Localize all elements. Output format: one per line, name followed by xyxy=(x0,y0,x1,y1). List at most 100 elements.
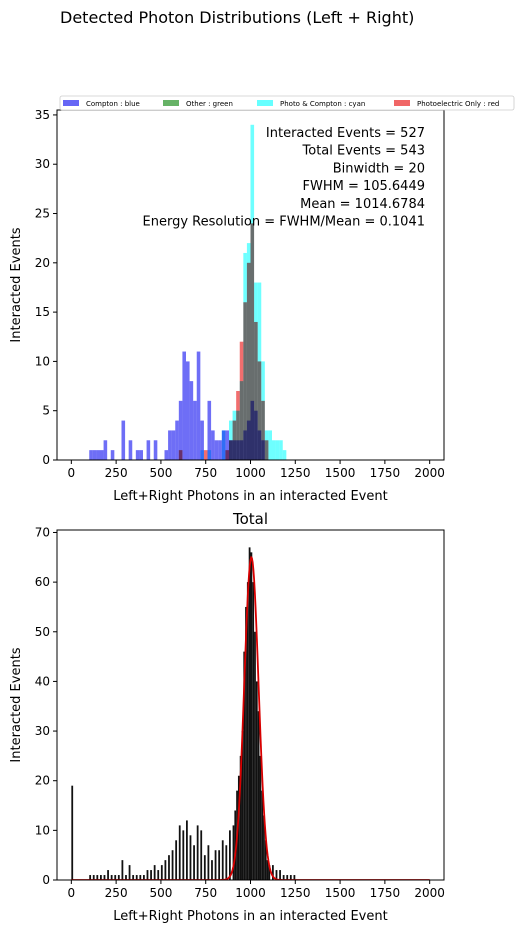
histogram-bar xyxy=(110,875,113,880)
x-tick-label: 750 xyxy=(194,886,217,900)
histogram-bar xyxy=(128,865,131,880)
legend-swatch xyxy=(163,100,179,106)
y-tick-label: 30 xyxy=(35,157,50,171)
histogram-bar xyxy=(241,731,244,880)
histogram-bar xyxy=(203,855,206,880)
histogram-bar xyxy=(200,830,203,880)
x-tick-label: 0 xyxy=(68,466,76,480)
stats-annotation: Energy Resolution = FWHM/Mean = 0.1041 xyxy=(143,215,426,230)
histogram-bar xyxy=(207,450,212,460)
histogram-bar xyxy=(189,381,194,460)
histogram-bar xyxy=(272,440,276,460)
histogram-bar xyxy=(146,440,151,460)
histogram-bar xyxy=(182,351,186,460)
histogram-bar xyxy=(135,875,138,880)
stats-annotation: Mean = 1014.6784 xyxy=(300,197,425,212)
histogram-bar xyxy=(200,450,204,460)
histogram-bar xyxy=(121,420,126,460)
histogram-bar xyxy=(232,420,237,460)
histogram-bar xyxy=(207,400,212,460)
histogram-bar xyxy=(164,450,169,460)
legend-swatch xyxy=(394,100,410,106)
x-axis-label: Left+Right Photons in an interacted Even… xyxy=(113,489,387,504)
histogram-bar xyxy=(257,711,260,880)
x-tick-label: 500 xyxy=(149,886,172,900)
y-tick-label: 60 xyxy=(35,575,50,589)
top-histogram-plot: 0 250 500 750 1000 1250 1500 1750 2000 0 5 10 15 20 25… xyxy=(9,95,515,504)
histogram-bar xyxy=(207,845,210,880)
y-tick-label: 30 xyxy=(35,724,50,738)
histogram-bar xyxy=(279,870,281,880)
histogram-bar xyxy=(211,430,215,460)
histogram-bar xyxy=(239,755,242,880)
histogram-bar xyxy=(286,875,289,880)
histogram-bar xyxy=(143,875,145,880)
histogram-bar xyxy=(193,845,195,880)
histogram-bar xyxy=(254,321,258,460)
x-tick-label: 1250 xyxy=(280,466,311,480)
legend-swatch xyxy=(63,100,79,106)
histogram-bar xyxy=(178,400,183,460)
histogram-bar xyxy=(193,400,197,460)
legend-label: Compton : blue xyxy=(86,100,140,108)
histogram-bar xyxy=(266,860,269,880)
histogram-bar xyxy=(92,450,97,460)
y-tick-label: 0 xyxy=(42,873,50,887)
histogram-bar xyxy=(261,790,264,880)
y-tick-label: 40 xyxy=(35,674,50,688)
y-tick-label: 70 xyxy=(35,525,50,539)
histogram-bar xyxy=(135,450,140,460)
histogram-bar xyxy=(189,835,192,880)
histogram-bar xyxy=(71,785,74,880)
histogram-bar xyxy=(114,875,117,880)
histogram-bar xyxy=(255,681,258,880)
histogram-bar xyxy=(250,223,255,460)
histogram-bar xyxy=(100,875,102,880)
histogram-bar xyxy=(96,450,100,460)
histogram-bar xyxy=(264,440,269,460)
histogram-bar xyxy=(268,865,271,880)
legend-label: Other : green xyxy=(186,100,233,108)
histogram-bar xyxy=(196,825,199,880)
histogram-bar xyxy=(289,875,292,880)
histogram-bar xyxy=(282,450,287,460)
histogram-bar xyxy=(221,840,224,880)
x-tick-label: 1000 xyxy=(235,466,266,480)
stats-annotation: FWHM = 105.6449 xyxy=(302,179,425,194)
histogram-bar xyxy=(100,450,104,460)
histogram-bar xyxy=(211,860,213,880)
y-tick-label: 10 xyxy=(35,354,50,368)
histogram-bar xyxy=(150,870,152,880)
figure-title: Detected Photon Distributions (Left + Ri… xyxy=(60,8,415,27)
histogram-bar xyxy=(243,302,247,460)
histogram-bar xyxy=(236,390,240,460)
histogram-bar xyxy=(257,361,262,460)
series-photoelectric xyxy=(178,223,269,460)
x-tick-label: 1500 xyxy=(325,466,356,480)
histogram-bar xyxy=(225,845,228,880)
plot-title: Total xyxy=(232,510,268,528)
histogram-bar xyxy=(218,440,222,460)
histogram-bar xyxy=(243,651,246,880)
histogram-bar xyxy=(139,875,142,880)
y-tick-label: 5 xyxy=(42,404,50,418)
histogram-bar xyxy=(175,420,179,460)
histogram-bar xyxy=(92,875,95,880)
y-tick-label: 20 xyxy=(35,774,50,788)
histogram-bar xyxy=(245,606,247,880)
histogram-bar xyxy=(218,850,221,880)
y-tick-label: 20 xyxy=(35,256,50,270)
x-tick-label: 1750 xyxy=(370,466,401,480)
histogram-bar xyxy=(237,775,240,880)
histogram-bar xyxy=(252,582,255,880)
x-tick-label: 250 xyxy=(105,466,128,480)
histogram-bar xyxy=(128,440,133,460)
histogram-bar xyxy=(125,875,127,880)
histogram-bar xyxy=(146,870,149,880)
histogram-bar xyxy=(214,850,217,880)
histogram-bar xyxy=(103,440,108,460)
histogram-bar xyxy=(282,875,285,880)
y-tick-label: 50 xyxy=(35,625,50,639)
histogram-bar xyxy=(175,840,178,880)
